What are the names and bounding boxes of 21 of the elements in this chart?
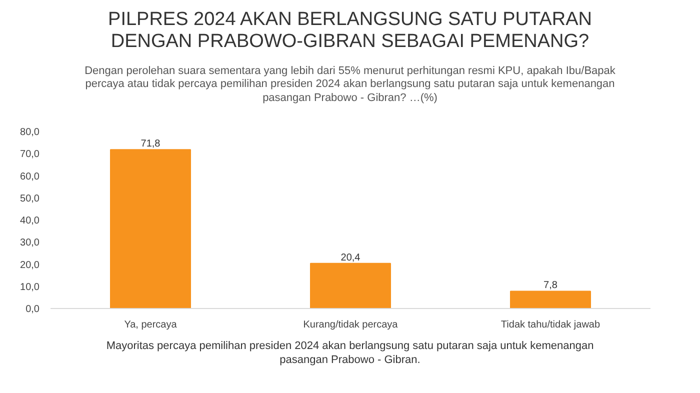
data-label: 7,8 bbox=[544, 280, 558, 292]
x-tick-label: Ya, percaya bbox=[124, 320, 178, 331]
text: Mayoritas percaya pemilihan presiden 2024 akan berlangsung satu putaran saja untuk kemenangan pasangan Prabowo - Gibran. bbox=[105, 340, 595, 368]
y-tick-label: 0,0 bbox=[26, 304, 40, 316]
y-tick-label: 60,0 bbox=[20, 172, 40, 183]
y-tick-label: 80,0 bbox=[20, 127, 40, 138]
bar bbox=[110, 149, 191, 309]
bar bbox=[510, 291, 591, 309]
y-tick-label: 40,0 bbox=[20, 216, 40, 227]
chart-subtitle: Dengan perolehan suara sementara yang lebih dari 55% menurut perhitungan resmi KPU, apakah Ibu/Bapak percaya atau tidak percaya pemilihan presiden 2024 akan berlangsung satu putaran saja untuk kemenangan pasangan Prabowo - Gibran? …(%) bbox=[84, 64, 616, 106]
y-tick-label: 30,0 bbox=[20, 238, 40, 249]
y-tick-label: 10,0 bbox=[20, 282, 40, 294]
y-tick-label: 20,0 bbox=[20, 260, 40, 272]
y-tick-label: 50,0 bbox=[20, 194, 40, 205]
chart-title: PILPRES 2024 AKAN BERLANGSUNG SATU PUTARAN DENGAN PRABOWO-GIBRAN SEBAGAI PEMENANG? bbox=[107, 9, 593, 53]
x-tick-label: Tidak tahu/tidak jawab bbox=[500, 320, 601, 331]
data-label: 20,4 bbox=[340, 252, 361, 264]
y-tick-label: 70,0 bbox=[20, 149, 40, 160]
data-label: 71,8 bbox=[140, 138, 161, 150]
x-tick-label: Kurang/tidak percaya bbox=[303, 320, 398, 331]
bar bbox=[310, 263, 391, 309]
